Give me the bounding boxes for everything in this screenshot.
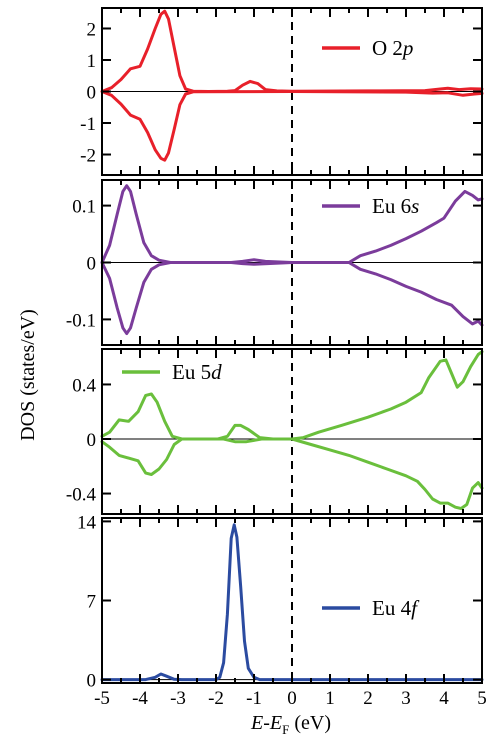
y-tick-label: -0.1 (66, 310, 96, 331)
series-line-spin-down (100, 437, 484, 510)
x-tick-label: -4 (132, 688, 148, 709)
legend-label-orbital: p (401, 36, 414, 60)
legend-label-orbital: f (411, 596, 420, 620)
x-tick-label: 4 (439, 688, 449, 709)
series-line-spin-up (100, 523, 484, 682)
x-title-sub: F (282, 722, 289, 737)
x-tick-label: 0 (287, 688, 297, 709)
legend-label-orbital: s (411, 194, 419, 218)
legend-label-orbital: d (211, 360, 222, 384)
y-tick-label: 0.4 (72, 375, 96, 396)
panel-eu-5d: -0.4 0 0.4 Eu 5d (66, 348, 484, 515)
x-axis-title: E-EF (eV) (250, 712, 331, 737)
legend-label-text: Eu 4 (372, 596, 412, 620)
y-tick-label: 0 (87, 671, 97, 692)
x-tick-label: 5 (477, 688, 487, 709)
x-title-dash: - (263, 712, 270, 734)
legend-label: Eu 5d (172, 360, 222, 384)
series-line-spin-down (100, 90, 484, 162)
y-tick-label: 2 (87, 19, 97, 40)
legend-label: O 2p (372, 36, 413, 60)
y-tick-label: 0 (87, 254, 97, 275)
x-tick-label: -2 (208, 688, 224, 709)
y-axis-title: DOS (states/eV) (17, 309, 39, 441)
panel-eu-4f: 0 7 14 Eu 4f (77, 512, 484, 692)
legend-label: Eu 4f (372, 596, 420, 620)
y-tick-label: 0.1 (72, 197, 96, 218)
series-line-spin-up (100, 184, 484, 264)
x-title-e: E (250, 712, 263, 734)
panel-o-2p: -2 -1 0 1 2 O 2p (80, 7, 484, 176)
chart-panels: -2 -1 0 1 2 O 2p -0.1 0 0.1 Eu 6s -0.4 0 0.4 Eu 5d 0 7 1… (66, 7, 484, 692)
x-tick-label: 2 (363, 688, 373, 709)
x-tick-label: 1 (325, 688, 335, 709)
y-tick-label: -2 (80, 146, 96, 167)
y-tick-label: -0.4 (66, 485, 97, 506)
legend-label-text: O 2 (372, 36, 403, 60)
panel-eu-6s: -0.1 0 0.1 Eu 6s (66, 179, 484, 346)
x-tick-labels: -5 -4 -3 -2 -1 0 1 2 3 4 5 (94, 688, 487, 709)
y-tick-label: 1 (87, 51, 97, 72)
x-title-unit: (eV) (289, 712, 331, 734)
series-line-spin-down (100, 261, 484, 336)
legend-label-text: Eu 6 (372, 194, 411, 218)
legend-label: Eu 6s (372, 194, 419, 218)
x-title-e2: E (269, 712, 282, 734)
legend-label-text: Eu 5 (172, 360, 211, 384)
x-tick-label: -1 (246, 688, 262, 709)
y-tick-label: 0 (87, 83, 97, 104)
x-tick-label: -3 (170, 688, 186, 709)
y-tick-label: -1 (80, 114, 96, 135)
y-tick-label: 0 (87, 430, 97, 451)
y-tick-label: 14 (77, 512, 97, 533)
x-tick-label: -5 (94, 688, 110, 709)
x-tick-label: 3 (401, 688, 411, 709)
y-tick-label: 7 (87, 592, 97, 613)
